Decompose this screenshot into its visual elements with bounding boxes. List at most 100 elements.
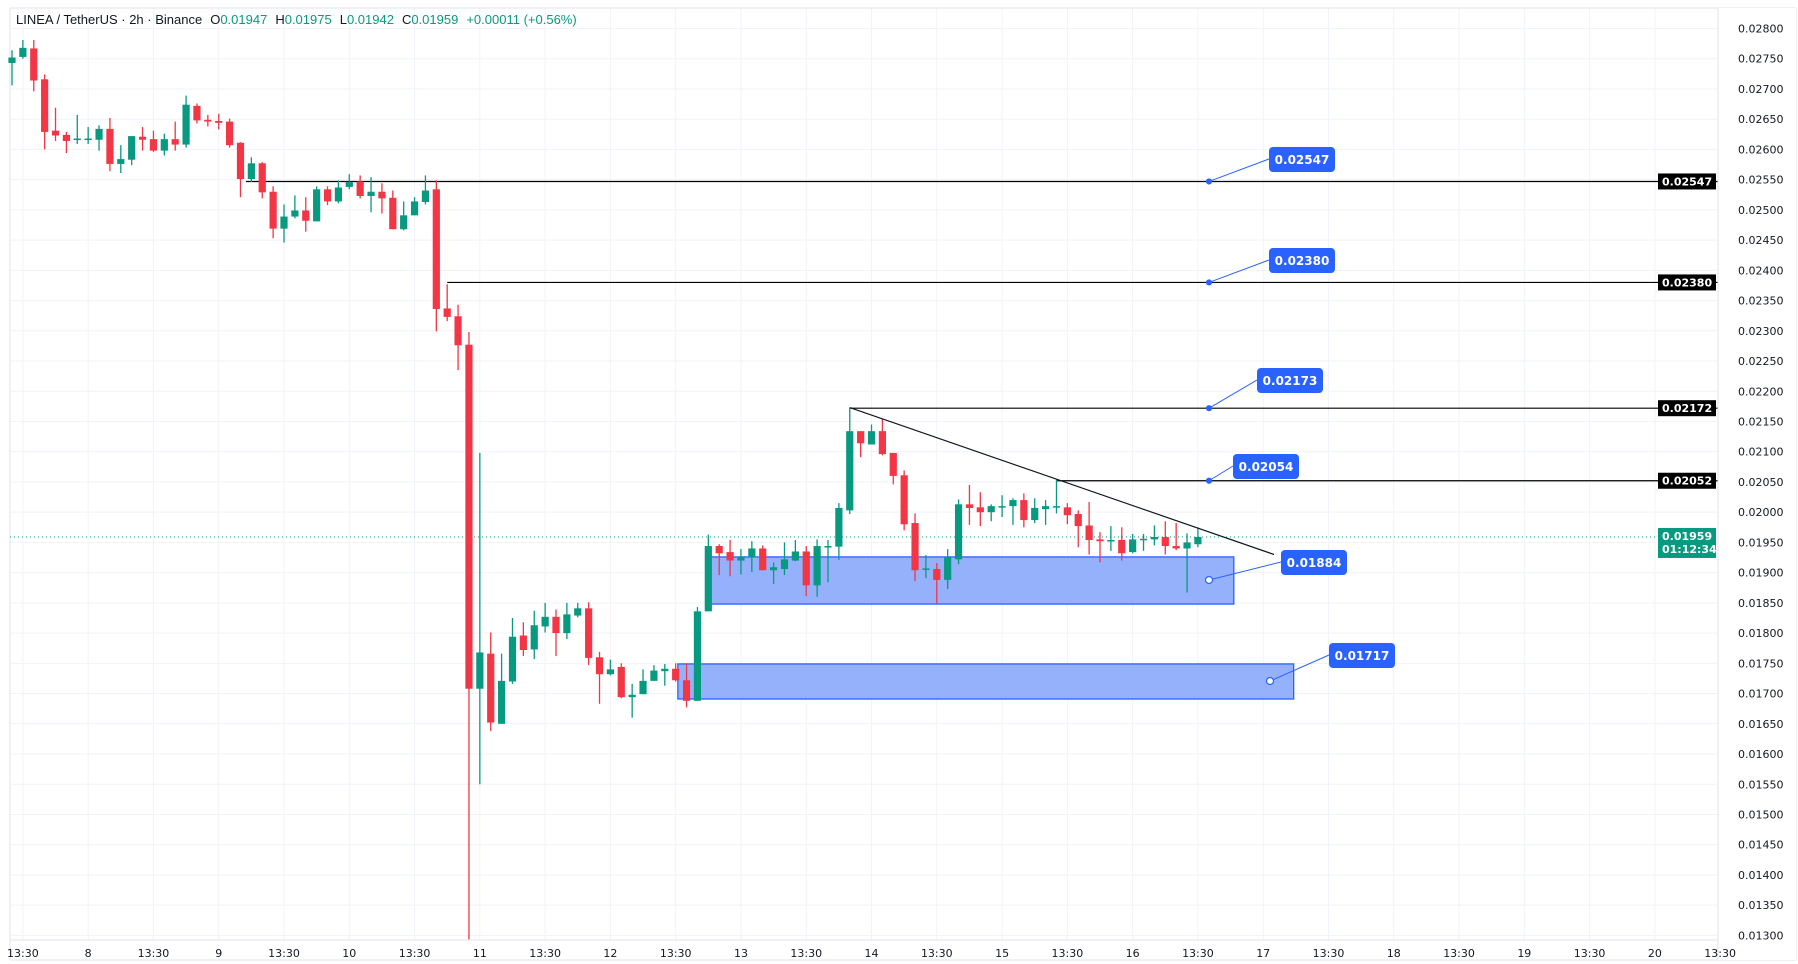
candle — [944, 549, 952, 589]
price-callout[interactable]: 0.02380 — [1205, 248, 1336, 286]
price-axis[interactable]: 0.02800 0.02750 0.02700 0.02650 0.02600 0.025… — [1717, 8, 1796, 960]
candle-body — [1096, 539, 1104, 542]
support-zone[interactable] — [707, 556, 1235, 605]
price-tick-label: 0.02200 — [1738, 385, 1784, 398]
candle-body — [628, 694, 636, 698]
candle-body — [813, 546, 821, 586]
candle — [1194, 527, 1202, 548]
price-tick-label: 0.01300 — [1738, 929, 1784, 942]
candle-body — [356, 181, 364, 196]
price-callout[interactable]: 0.01717 — [1265, 643, 1396, 686]
candle — [976, 492, 984, 527]
time-tick-label: 13:30 — [1313, 947, 1345, 960]
callouts: 0.02547 0.02380 0.02173 0.02054 0.01884 0.017… — [1204, 147, 1396, 686]
callout-connector — [1208, 158, 1270, 182]
callout-anchor-dot[interactable] — [1205, 279, 1213, 286]
price-callout[interactable]: 0.02547 — [1205, 147, 1336, 185]
candle-body — [128, 136, 136, 160]
candle — [334, 180, 342, 204]
price-level-tag-label: 0.02380 — [1662, 276, 1712, 289]
price-tick-label: 0.02100 — [1738, 446, 1784, 459]
open-value: 0.01947 — [220, 12, 268, 27]
candle — [1161, 521, 1169, 555]
candle-body — [574, 608, 582, 616]
candle — [106, 117, 114, 172]
candle — [236, 142, 245, 198]
candle — [226, 118, 234, 148]
candle-body — [226, 121, 234, 146]
candle — [780, 542, 789, 576]
callout-label: 0.01717 — [1335, 649, 1390, 663]
candle — [421, 175, 430, 205]
candle-body — [1139, 538, 1148, 541]
callout-label: 0.01884 — [1287, 556, 1342, 570]
candle-body — [345, 182, 353, 187]
candle-body — [715, 546, 723, 554]
price-callout[interactable]: 0.02173 — [1205, 368, 1324, 412]
callout-anchor-dot[interactable] — [1265, 676, 1275, 686]
callout-label: 0.02054 — [1239, 460, 1294, 474]
candle — [574, 602, 582, 618]
callout-anchor-dot[interactable] — [1205, 178, 1213, 185]
candle — [138, 127, 147, 151]
price-tick-label: 0.01400 — [1738, 869, 1784, 882]
price-tick-label: 0.02700 — [1738, 83, 1784, 96]
candle-body — [1118, 539, 1126, 554]
candle-body — [498, 680, 506, 724]
candle-body — [476, 652, 484, 689]
candle — [1074, 510, 1082, 548]
candle — [1052, 479, 1061, 514]
callout-connector — [1208, 561, 1282, 581]
candle-body — [563, 614, 571, 634]
candle — [585, 602, 593, 666]
price-callout[interactable]: 0.02054 — [1205, 454, 1300, 484]
candle-body — [1063, 507, 1071, 516]
candle-body — [378, 191, 386, 199]
candle — [95, 125, 103, 151]
candle — [1129, 533, 1137, 554]
candle — [998, 495, 1006, 518]
time-tick-label: 13:30 — [1443, 947, 1475, 960]
candle-body — [857, 431, 865, 444]
time-tick-label: 13:30 — [399, 947, 431, 960]
support-zone[interactable] — [677, 663, 1295, 700]
candle — [857, 431, 865, 458]
candle-body — [182, 104, 190, 145]
time-tick-label: 20 — [1648, 947, 1662, 960]
price-tick-label: 0.02150 — [1738, 415, 1784, 428]
trendline[interactable] — [849, 407, 1275, 556]
candle — [204, 114, 212, 127]
callout-connector — [1269, 654, 1330, 682]
time-tick-label: 13:30 — [529, 947, 561, 960]
candle — [1118, 527, 1126, 561]
candle — [628, 683, 636, 718]
price-tick-label: 0.01750 — [1738, 657, 1784, 670]
callout-anchor-dot[interactable] — [1205, 405, 1213, 412]
candle — [1172, 523, 1180, 551]
candle — [933, 562, 941, 604]
candle-body — [215, 121, 223, 123]
price-callout[interactable]: 0.01884 — [1204, 550, 1348, 585]
callout-anchor-dot[interactable] — [1204, 575, 1214, 585]
candle-body — [313, 189, 321, 222]
candle-body — [682, 680, 691, 701]
symbol-title: LINEA / TetherUS · 2h · Binance — [16, 12, 203, 27]
callout-anchor-dot[interactable] — [1205, 477, 1213, 484]
candle — [1020, 493, 1028, 528]
price-tick-label: 0.02650 — [1738, 113, 1784, 126]
candle — [595, 651, 604, 704]
candle — [1096, 532, 1104, 563]
time-tick-label: 13:30 — [1704, 947, 1736, 960]
time-tick-label: 15 — [995, 947, 1009, 960]
candle — [149, 130, 158, 152]
candle-body — [443, 308, 451, 317]
candle-body — [106, 128, 114, 164]
candle-body — [585, 608, 593, 658]
candle — [1085, 501, 1093, 555]
price-tick-label: 0.01550 — [1738, 778, 1784, 791]
candle-body — [51, 130, 60, 136]
candle — [661, 663, 669, 686]
candle-body — [1074, 513, 1082, 527]
time-axis[interactable]: 13:30 8 13:30 9 13:30 10 13:30 11 13:30 12 13:30 13… — [7, 939, 1736, 960]
